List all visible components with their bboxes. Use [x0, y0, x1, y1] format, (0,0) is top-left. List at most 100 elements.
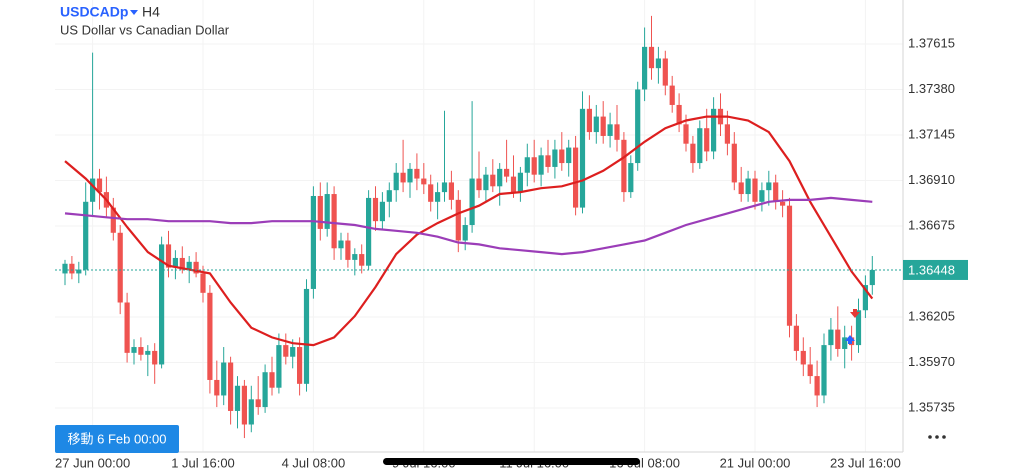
- goto-button[interactable]: [55, 425, 179, 453]
- candle-body: [241, 385, 247, 425]
- y-tick-label: 1.35735: [908, 399, 955, 414]
- candle-body: [248, 399, 254, 425]
- candle-body: [711, 108, 717, 152]
- timeframe[interactable]: H4: [142, 4, 160, 20]
- candle-body: [697, 128, 703, 164]
- candle-body: [752, 178, 758, 202]
- y-tick-label: 1.35970: [908, 354, 955, 369]
- y-tick-label: 1.36910: [908, 172, 955, 187]
- candle-body: [407, 168, 413, 183]
- candle-body: [124, 302, 130, 353]
- candle-body: [441, 182, 448, 193]
- candle-body: [579, 108, 586, 208]
- candle-body: [62, 263, 68, 274]
- candle-body: [731, 143, 737, 183]
- candle-body: [372, 197, 379, 222]
- candle-body: [490, 174, 496, 187]
- candle-body: [448, 182, 454, 200]
- candle-body: [780, 201, 786, 206]
- y-tick-label: 1.36205: [908, 308, 955, 323]
- y-tick-label: 1.37380: [908, 81, 955, 96]
- candle-body: [96, 178, 103, 193]
- candle-body: [290, 347, 296, 357]
- candle-body: [345, 240, 351, 260]
- candle-body: [835, 329, 841, 349]
- x-tick-label: 1 Jul 16:00: [171, 455, 235, 470]
- candle-body: [862, 285, 868, 311]
- candle-body: [159, 244, 165, 365]
- candle-body: [200, 273, 206, 293]
- candle-body: [400, 172, 406, 183]
- candle-body: [504, 168, 510, 177]
- candle-body: [214, 379, 220, 396]
- candle-body: [766, 182, 772, 191]
- candle-body: [607, 124, 613, 136]
- menu-dot[interactable]: [935, 435, 939, 439]
- candle-body: [683, 124, 689, 144]
- symbol[interactable]: USDCADp: [60, 4, 128, 20]
- candle-body: [759, 190, 765, 202]
- candle-body: [669, 85, 675, 105]
- candle-body: [179, 257, 185, 270]
- candle-body: [76, 269, 82, 274]
- candle-body: [786, 205, 793, 326]
- candle-body: [573, 147, 579, 208]
- candle-body: [648, 46, 655, 69]
- candle-body: [207, 292, 213, 380]
- candle-body: [234, 385, 241, 411]
- candle-body: [303, 288, 310, 384]
- candle-body: [421, 178, 427, 185]
- symbol-description: US Dollar vs Canadian Dollar: [60, 22, 230, 37]
- candle-body: [655, 58, 661, 69]
- candle-body: [276, 345, 282, 388]
- candle-body: [255, 399, 261, 408]
- candle-body: [869, 269, 875, 286]
- candle-body: [131, 347, 137, 353]
- candle-body: [83, 201, 89, 270]
- menu-dot[interactable]: [942, 435, 946, 439]
- candle-body: [614, 124, 620, 140]
- candle-body: [359, 254, 365, 266]
- candle-body: [600, 116, 606, 136]
- candle-body: [538, 155, 544, 175]
- candle-body: [138, 347, 144, 355]
- y-tick-label: 1.36675: [908, 217, 955, 232]
- candle-body: [800, 350, 806, 365]
- candle-body: [724, 124, 730, 144]
- y-tick-label: 1.37145: [908, 126, 955, 141]
- more-menu[interactable]: [928, 435, 946, 439]
- y-tick-label: 1.37615: [908, 35, 955, 50]
- candle-body: [297, 347, 303, 384]
- candle-body: [524, 157, 530, 173]
- candle-body: [628, 163, 634, 193]
- goto-button-label[interactable]: 移動 6 Feb 00:00: [68, 431, 167, 446]
- candle-body: [738, 182, 744, 195]
- candle-body: [221, 362, 227, 396]
- candle-body: [186, 261, 192, 270]
- candle-body: [69, 263, 75, 274]
- candle-body: [545, 155, 551, 167]
- candle-body: [517, 172, 523, 193]
- candle-body: [379, 201, 385, 222]
- candle-body: [152, 350, 158, 365]
- candle-body: [793, 325, 799, 351]
- candle-body: [310, 195, 316, 289]
- candle-body: [842, 337, 848, 349]
- moving-average: [64, 196, 873, 256]
- candle-body: [483, 174, 489, 191]
- candle-body: [469, 178, 475, 226]
- x-tick-label: 21 Jul 00:00: [720, 455, 791, 470]
- overlay: 1.36448: [55, 259, 968, 344]
- menu-dot[interactable]: [928, 435, 932, 439]
- candle-body: [262, 372, 268, 408]
- candle-body: [317, 195, 323, 229]
- candle-body: [704, 128, 710, 152]
- candle-body: [455, 199, 461, 241]
- candle-body: [621, 139, 627, 193]
- candle-body: [145, 350, 151, 355]
- candle-body: [552, 149, 558, 167]
- candle-body: [117, 232, 123, 303]
- symbol-dropdown-icon[interactable]: [130, 10, 138, 15]
